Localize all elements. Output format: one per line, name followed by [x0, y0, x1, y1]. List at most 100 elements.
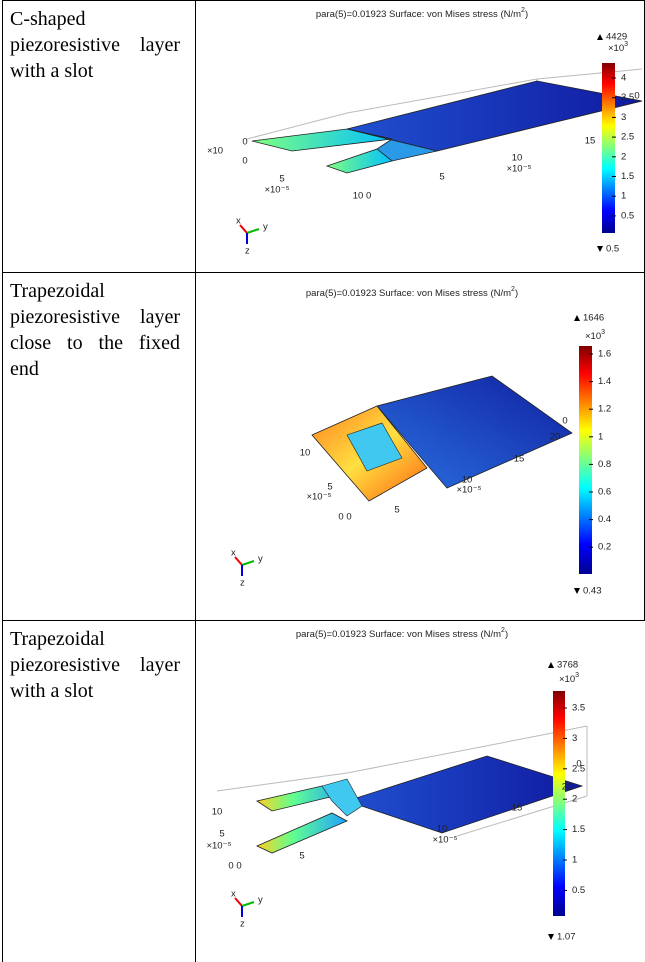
max-marker — [574, 315, 580, 321]
colorbar-tick-label: 0.4 — [598, 514, 611, 525]
row-description: Trapezoidal piezoresistive layer close t… — [10, 278, 180, 382]
colorbar-min: 0.43 — [583, 586, 602, 597]
colorbar-tick-label: 1.6 — [598, 349, 611, 360]
colorbar-tick-label: 1.4 — [598, 376, 611, 387]
triad-y — [247, 229, 259, 233]
axis-label: 20 — [550, 432, 561, 443]
axis-label: 15 — [514, 454, 525, 465]
triad-label: x — [236, 216, 241, 227]
stress-plot: para(5)=0.01923 Surface: von Mises stres… — [197, 621, 644, 961]
multiplier-exponent: 3 — [624, 41, 628, 48]
multiplier-base: ×10 — [608, 43, 624, 54]
axis-label: 10 — [437, 824, 448, 835]
axis-label: ×10⁻⁵ — [432, 835, 457, 846]
axis-label: 0 0 — [228, 861, 241, 872]
axis-label: 0 — [562, 416, 567, 427]
axis-label: 0 — [576, 759, 581, 770]
colorbar-tick-label: 1 — [621, 191, 626, 202]
title-text: para(5)=0.01923 Surface: von Mises stres… — [306, 288, 511, 299]
multiplier-exponent: 3 — [575, 672, 579, 679]
multiplier-base: ×10 — [559, 674, 575, 685]
triad-x — [235, 898, 242, 906]
title-text: para(5)=0.01923 Surface: von Mises stres… — [296, 629, 501, 640]
axis-label: ×10⁻⁵ — [264, 185, 289, 196]
triad-label: x — [231, 548, 236, 559]
triad-label: y — [258, 554, 263, 565]
colorbar-multiplier: ×103 — [585, 329, 605, 342]
piezo-arm — [257, 813, 347, 853]
axis-label: 0 0 — [338, 512, 351, 523]
colorbar-tick-label: 0.6 — [598, 487, 611, 498]
triad-label: z — [240, 919, 245, 930]
axis-label: 0 — [242, 156, 247, 167]
colorbar-tick-label: 1 — [572, 855, 577, 866]
page: C-shaped piezoresistive layer with a slo… — [0, 0, 645, 962]
colorbar-min: 0.5 — [606, 244, 619, 255]
min-marker — [597, 246, 603, 252]
colorbar-max: 1646 — [583, 313, 604, 324]
axis-label: ×10⁻⁵ — [306, 492, 331, 503]
colorbar-tick-label: 4 — [621, 73, 626, 84]
colorbar-tick-label: 1.5 — [621, 171, 634, 182]
colorbar-tick-label: 0.5 — [621, 210, 634, 221]
multiplier-exponent: 3 — [601, 329, 605, 336]
axis-label: 10 — [512, 153, 523, 164]
row-description: Trapezoidal piezoresistive layer with a … — [10, 626, 180, 704]
colorbar-tick-label: 2.5 — [621, 132, 634, 143]
title-text: ) — [515, 288, 518, 299]
colorbar-tick-label: 3.5 — [572, 703, 585, 714]
triad-label: y — [263, 222, 268, 233]
stress-plot: para(5)=0.01923 Surface: von Mises stres… — [197, 273, 644, 619]
colorbar-tick-label: 3.5 — [621, 92, 634, 103]
colorbar-tick-label: 1 — [598, 431, 603, 442]
colorbar-min: 1.07 — [557, 932, 576, 943]
plot-title: para(5)=0.01923 Surface: von Mises stres… — [316, 7, 528, 20]
colorbar — [553, 691, 565, 916]
axis-label: 15 — [585, 136, 596, 147]
multiplier-base: ×10 — [585, 331, 601, 342]
colorbar-tick-label: 1.2 — [598, 404, 611, 415]
column-divider — [195, 0, 196, 962]
plot-title: para(5)=0.01923 Surface: von Mises stres… — [306, 286, 518, 299]
axis-label: 5 — [439, 172, 444, 183]
axis-label: 0 — [242, 137, 247, 148]
axis-label: ×10⁻⁵ — [206, 841, 231, 852]
triad-label: z — [240, 578, 245, 589]
axis-label: 5 — [219, 829, 224, 840]
axis-label: ×10⁻⁵ — [506, 164, 531, 175]
triad-y — [242, 902, 254, 906]
colorbar — [602, 63, 615, 233]
axis-label: ×10 — [207, 146, 223, 157]
row-description: C-shaped piezoresistive layer with a slo… — [10, 6, 180, 84]
triad-x — [240, 225, 247, 233]
beam-plate — [347, 756, 582, 833]
axis-label: 5 — [279, 174, 284, 185]
table-border — [2, 0, 3, 962]
colorbar-tick-label: 0.5 — [572, 885, 585, 896]
axis-label: ×10⁻⁵ — [456, 485, 481, 496]
stress-plot: para(5)=0.01923 Surface: von Mises stres… — [197, 1, 644, 271]
triad-y — [242, 561, 254, 565]
colorbar-tick-label: 3 — [621, 112, 626, 123]
min-marker — [574, 588, 580, 594]
colorbar-multiplier: ×103 — [559, 672, 579, 685]
colorbar-multiplier: ×103 — [608, 41, 628, 54]
axis-label: 10 0 — [353, 191, 372, 202]
axis-label: 15 — [512, 803, 523, 814]
axis-label: 20 — [562, 782, 573, 793]
title-text: ) — [505, 629, 508, 640]
axis-label: 10 — [212, 807, 223, 818]
colorbar-tick-label: 1.5 — [572, 824, 585, 835]
triad-x — [235, 557, 242, 565]
colorbar-tick-label: 3 — [572, 733, 577, 744]
min-marker — [548, 934, 554, 940]
axis-label: 5 — [299, 851, 304, 862]
triad-label: y — [258, 895, 263, 906]
colorbar-tick-label: 2 — [621, 151, 626, 162]
triad-label: x — [231, 889, 236, 900]
max-marker — [548, 662, 554, 668]
colorbar — [579, 346, 592, 574]
colorbar-tick-label: 2 — [572, 794, 577, 805]
plot-title: para(5)=0.01923 Surface: von Mises stres… — [296, 627, 508, 640]
axis-label: 5 — [394, 505, 399, 516]
